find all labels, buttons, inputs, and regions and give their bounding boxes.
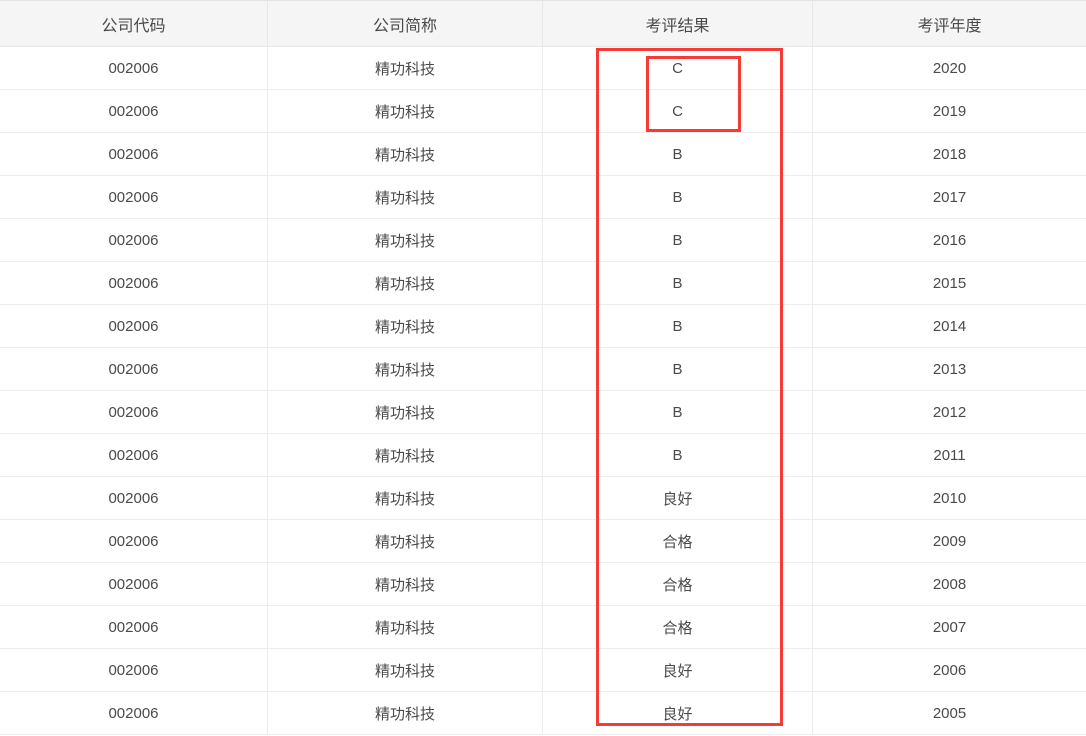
table-cell-year: 2018 — [813, 133, 1086, 176]
table-cell-year: 2009 — [813, 520, 1086, 563]
table-cell-name: 精功科技 — [268, 434, 543, 477]
table-row: 002006 精功科技 合格 2008 — [0, 563, 1086, 606]
table-cell-year: 2019 — [813, 90, 1086, 133]
table-cell-name: 精功科技 — [268, 219, 543, 262]
table-cell-year: 2012 — [813, 391, 1086, 434]
table-row: 002006 精功科技 B 2013 — [0, 348, 1086, 391]
table-cell-year: 2008 — [813, 563, 1086, 606]
column-header-company-name: 公司简称 — [268, 1, 543, 47]
table-row: 002006 精功科技 良好 2010 — [0, 477, 1086, 520]
table-cell-code: 002006 — [0, 692, 268, 735]
table-cell-code: 002006 — [0, 434, 268, 477]
table-cell-year: 2010 — [813, 477, 1086, 520]
table-cell-result: 良好 — [543, 477, 813, 520]
table-cell-code: 002006 — [0, 219, 268, 262]
table-row: 002006 精功科技 B 2016 — [0, 219, 1086, 262]
table-cell-code: 002006 — [0, 262, 268, 305]
table-row: 002006 精功科技 B 2011 — [0, 434, 1086, 477]
table-cell-year: 2020 — [813, 47, 1086, 90]
table-cell-name: 精功科技 — [268, 477, 543, 520]
column-header-evaluation-result: 考评结果 — [543, 1, 813, 47]
table-cell-name: 精功科技 — [268, 176, 543, 219]
table-cell-name: 精功科技 — [268, 563, 543, 606]
table-row: 002006 精功科技 B 2017 — [0, 176, 1086, 219]
table-cell-name: 精功科技 — [268, 348, 543, 391]
table-cell-result: B — [543, 348, 813, 391]
table-row: 002006 精功科技 良好 2005 — [0, 692, 1086, 735]
table-cell-code: 002006 — [0, 606, 268, 649]
table-cell-result: B — [543, 133, 813, 176]
table-cell-year: 2007 — [813, 606, 1086, 649]
table-row: 002006 精功科技 C 2020 — [0, 47, 1086, 90]
table-cell-result: 合格 — [543, 606, 813, 649]
table-cell-code: 002006 — [0, 348, 268, 391]
table-cell-code: 002006 — [0, 176, 268, 219]
table-cell-code: 002006 — [0, 47, 268, 90]
table-cell-year: 2017 — [813, 176, 1086, 219]
table-cell-year: 2013 — [813, 348, 1086, 391]
table-cell-name: 精功科技 — [268, 90, 543, 133]
table-cell-result: B — [543, 391, 813, 434]
table-cell-code: 002006 — [0, 520, 268, 563]
table-cell-code: 002006 — [0, 133, 268, 176]
table-row: 002006 精功科技 良好 2006 — [0, 649, 1086, 692]
column-header-evaluation-year: 考评年度 — [813, 1, 1086, 47]
table-row: 002006 精功科技 B 2018 — [0, 133, 1086, 176]
table-cell-code: 002006 — [0, 477, 268, 520]
table-cell-result: B — [543, 219, 813, 262]
table-cell-result: B — [543, 434, 813, 477]
table-cell-year: 2014 — [813, 305, 1086, 348]
table-row: 002006 精功科技 合格 2009 — [0, 520, 1086, 563]
table-body: 002006 精功科技 C 2020 002006 精功科技 C 2019 002006 精功科技… — [0, 47, 1086, 735]
table-row: 002006 精功科技 B 2012 — [0, 391, 1086, 434]
table-cell-year: 2015 — [813, 262, 1086, 305]
table-cell-year: 2011 — [813, 434, 1086, 477]
table-row: 002006 精功科技 C 2019 — [0, 90, 1086, 133]
table-cell-name: 精功科技 — [268, 649, 543, 692]
table-cell-name: 精功科技 — [268, 133, 543, 176]
table-cell-name: 精功科技 — [268, 692, 543, 735]
table-cell-result: B — [543, 176, 813, 219]
table-cell-name: 精功科技 — [268, 305, 543, 348]
table-cell-result: B — [543, 305, 813, 348]
table-cell-name: 精功科技 — [268, 520, 543, 563]
table-cell-result: 合格 — [543, 563, 813, 606]
table-cell-result: B — [543, 262, 813, 305]
table-cell-result: C — [543, 47, 813, 90]
table-cell-year: 2016 — [813, 219, 1086, 262]
table-cell-result: 良好 — [543, 649, 813, 692]
table-header-row: 公司代码 公司简称 考评结果 考评年度 — [0, 1, 1086, 47]
table-cell-code: 002006 — [0, 649, 268, 692]
table-cell-result: C — [543, 90, 813, 133]
column-header-company-code: 公司代码 — [0, 1, 268, 47]
table-cell-name: 精功科技 — [268, 47, 543, 90]
table-row: 002006 精功科技 B 2014 — [0, 305, 1086, 348]
table-cell-name: 精功科技 — [268, 391, 543, 434]
table-cell-result: 良好 — [543, 692, 813, 735]
table-cell-name: 精功科技 — [268, 606, 543, 649]
table-cell-year: 2005 — [813, 692, 1086, 735]
table-cell-name: 精功科技 — [268, 262, 543, 305]
table-cell-code: 002006 — [0, 391, 268, 434]
table-cell-code: 002006 — [0, 305, 268, 348]
table-row: 002006 精功科技 合格 2007 — [0, 606, 1086, 649]
table-row: 002006 精功科技 B 2015 — [0, 262, 1086, 305]
table-cell-code: 002006 — [0, 563, 268, 606]
table-cell-result: 合格 — [543, 520, 813, 563]
table-cell-code: 002006 — [0, 90, 268, 133]
table-cell-year: 2006 — [813, 649, 1086, 692]
